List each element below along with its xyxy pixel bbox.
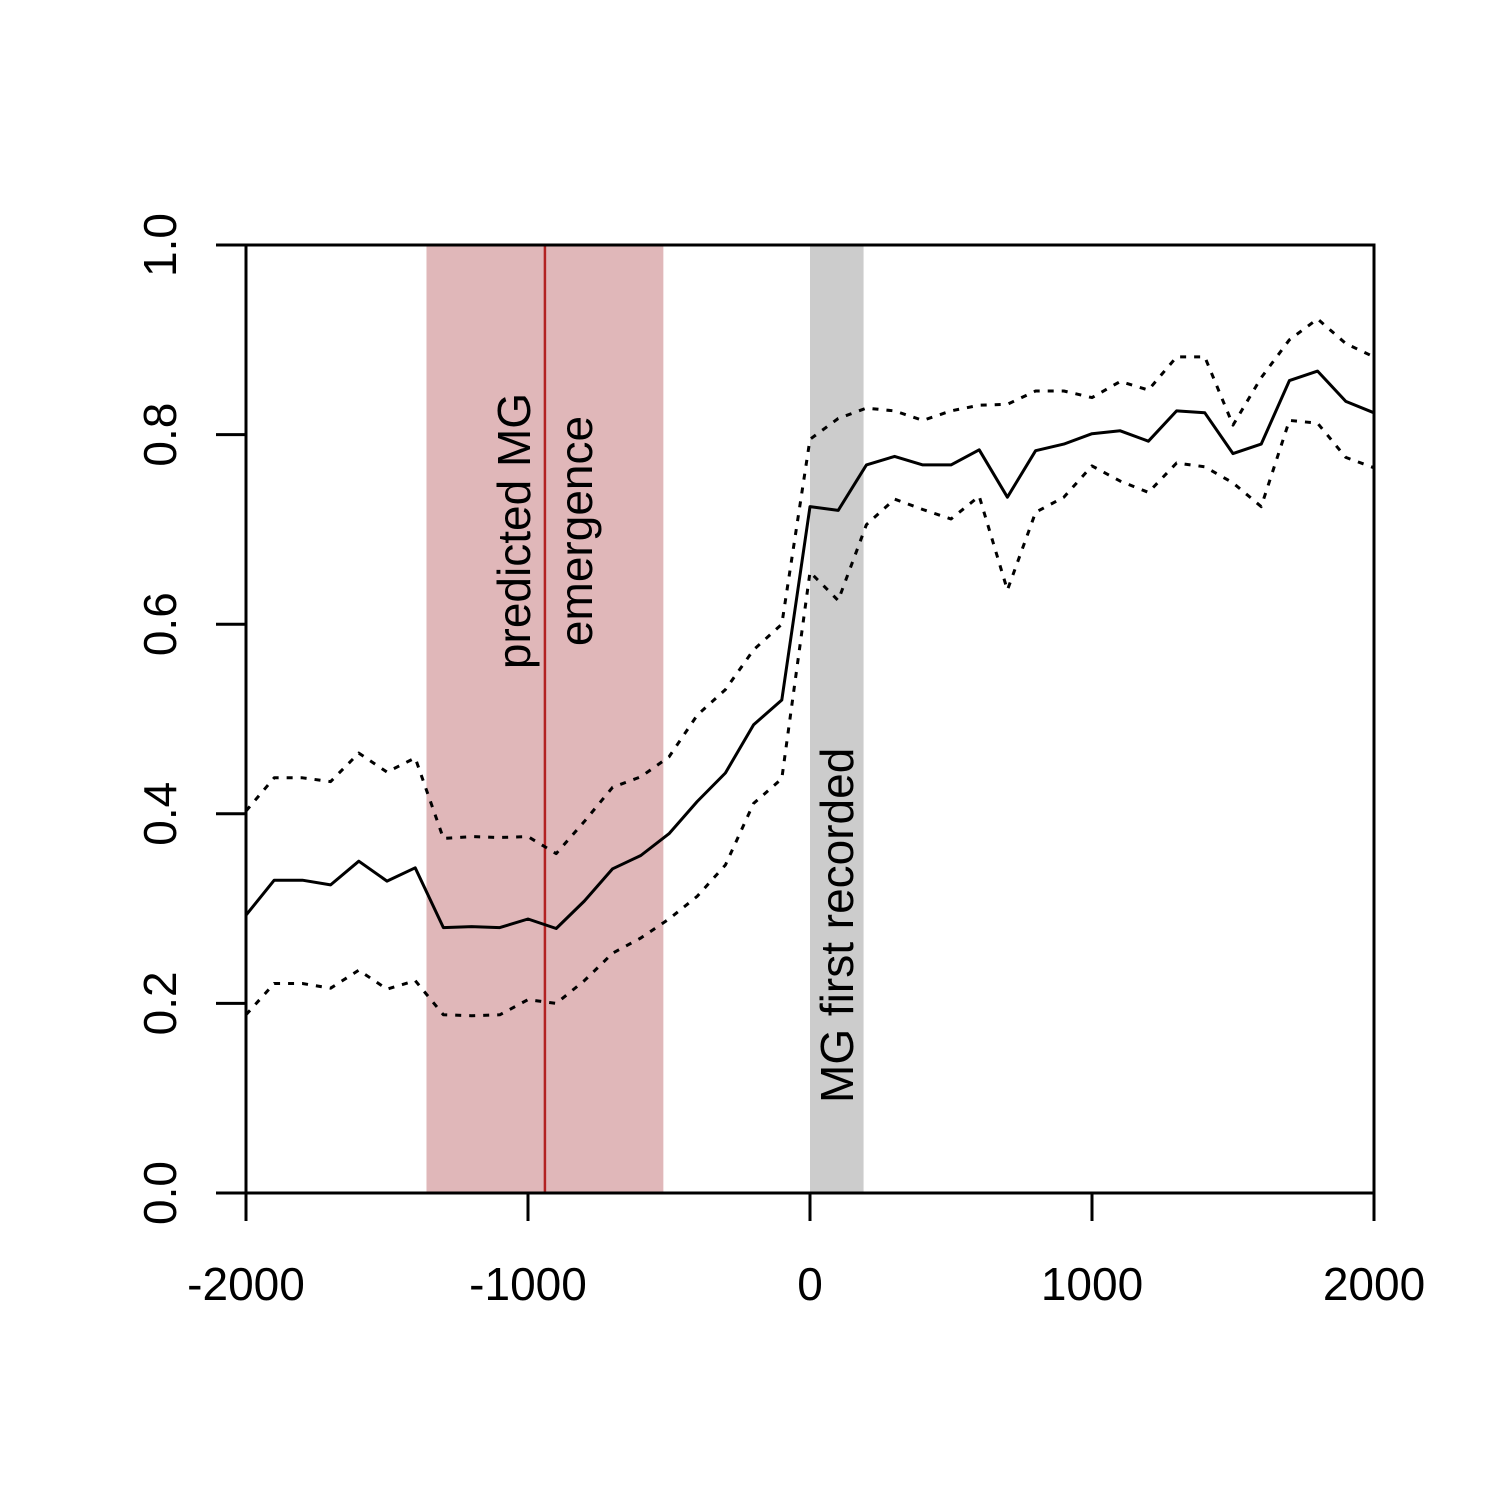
y-tick-label-1: 0.2 bbox=[134, 971, 186, 1035]
y-axis: 0.0 0.2 0.4 0.6 0.8 1.0 bbox=[134, 213, 248, 1225]
series-line-mean bbox=[244, 369, 1375, 930]
x-tick-label-4: 2000 bbox=[1323, 1258, 1425, 1310]
shaded-regions bbox=[426, 245, 864, 1193]
y-tick-label-4: 0.8 bbox=[134, 403, 186, 467]
data-series bbox=[244, 317, 1375, 1018]
y-tick-label-5: 1.0 bbox=[134, 213, 186, 277]
y-tick-label-0: 0.0 bbox=[134, 1161, 186, 1225]
series-line-bound-1 bbox=[244, 317, 1375, 856]
x-tick-label-1: -1000 bbox=[469, 1258, 587, 1310]
annotations: predicted MG emergence MG first recorded bbox=[488, 393, 863, 1103]
x-tick-label-3: 1000 bbox=[1041, 1258, 1143, 1310]
x-tick-label-2: 0 bbox=[797, 1258, 823, 1310]
annotation-first-recorded: MG first recorded bbox=[811, 748, 863, 1103]
x-axis: -2000 -1000 0 1000 2000 bbox=[187, 1191, 1425, 1310]
annotation-predicted-emergence-line-0: predicted MG bbox=[488, 393, 540, 669]
y-tick-label-3: 0.6 bbox=[134, 592, 186, 656]
series-line-bound-2 bbox=[244, 418, 1375, 1018]
x-tick-label-0: -2000 bbox=[187, 1258, 305, 1310]
y-tick-label-2: 0.4 bbox=[134, 782, 186, 846]
annotation-predicted-emergence-line-1: emergence bbox=[550, 416, 602, 646]
shaded-region-1 bbox=[810, 245, 864, 1193]
